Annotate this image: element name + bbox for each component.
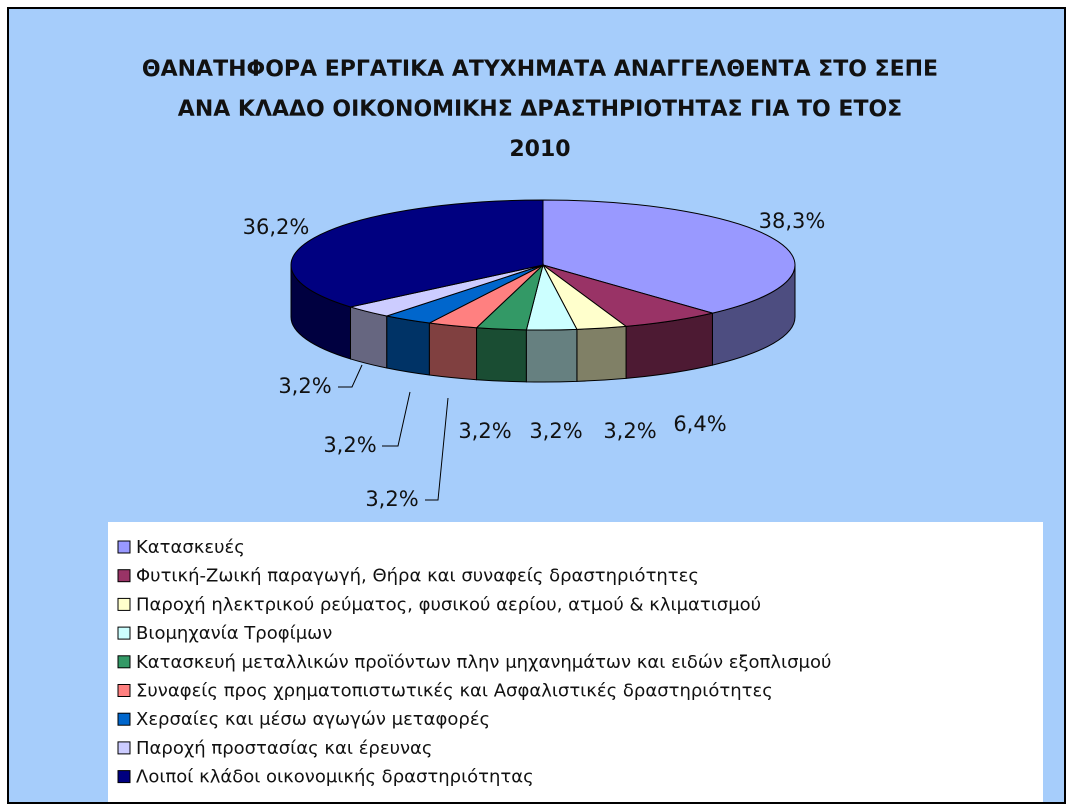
data-label: 38,3% — [759, 209, 826, 233]
legend-label: Χερσαίες και μέσω αγωγών μεταφορές — [136, 709, 490, 730]
leader-line — [425, 397, 449, 501]
legend-label: Κατασκευές — [136, 537, 245, 558]
data-label: 3,2% — [603, 419, 656, 443]
pie-slice-side — [349, 306, 388, 369]
legend-swatch — [117, 741, 131, 755]
legend-swatch — [117, 684, 131, 697]
chart-title: ΘΑΝΑΤΗΦΟΡΑ ΕΡΓΑΤΙΚΑ ΑΤΥΧΗΜΑΤΑ ΑΝΑΓΓΕΛΘΕΝ… — [142, 57, 938, 162]
leader-line — [382, 391, 411, 447]
pie-slice — [290, 199, 544, 308]
legend-swatch — [117, 655, 131, 669]
pie-slice-side — [525, 328, 578, 383]
data-label: 3,2% — [323, 433, 376, 457]
legend-swatch — [117, 626, 131, 640]
legend-label: Κατασκευή μεταλλικών προϊόντων πλην μηχα… — [136, 652, 831, 673]
data-label: 3,2% — [529, 419, 582, 443]
data-label: 3,2% — [365, 487, 418, 511]
legend-swatch — [117, 597, 131, 611]
data-label: 3,2% — [458, 419, 511, 443]
data-label: 3,2% — [278, 374, 331, 398]
data-label: 6,4% — [673, 412, 726, 436]
legend-swatch — [117, 540, 131, 554]
pie-slice-side — [386, 315, 430, 376]
legend-label: Φυτική-Ζωική παραγωγή, Θήρα και συναφείς… — [136, 566, 699, 587]
legend-swatch — [117, 712, 131, 726]
legend-label: Παροχή προστασίας και έρευνας — [136, 738, 432, 759]
legend-swatch — [117, 569, 131, 583]
legend-swatch — [117, 770, 131, 784]
legend-label: Βιομηχανία Τροφίμων — [136, 623, 332, 644]
pie-slice-side — [576, 325, 627, 382]
pie-slice-side — [476, 327, 527, 383]
legend-box — [108, 522, 1043, 802]
legend-label: Συναφείς προς χρηματοπιστωτικές και Ασφα… — [136, 681, 773, 702]
legend-label: Παροχή ηλεκτρικού ρεύματος, φυσικού αερί… — [136, 594, 761, 615]
pie-slice-side — [428, 322, 478, 381]
data-label: 36,2% — [243, 215, 310, 239]
legend-label: Λοιποί κλάδοι οικονομικής δραστηριότητας — [136, 767, 534, 788]
pie-slice — [542, 199, 796, 314]
leader-line — [338, 364, 363, 388]
